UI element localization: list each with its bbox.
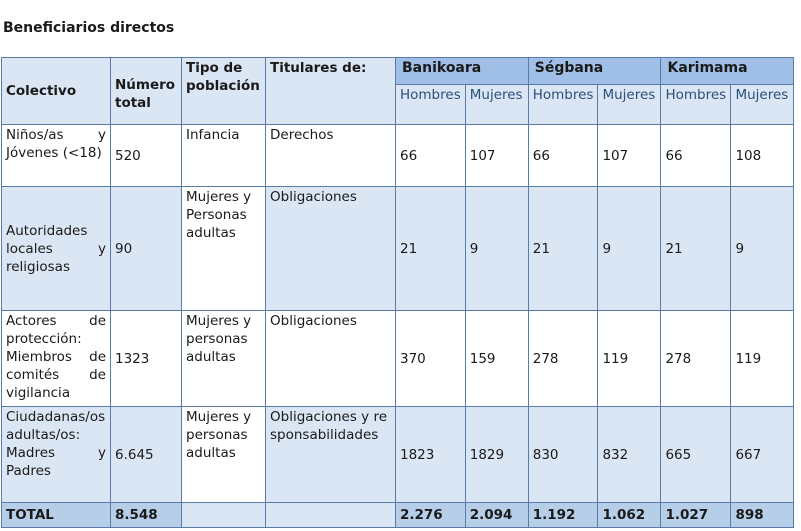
cell-value: 665 — [660, 406, 732, 503]
header-city-banikoara: Banikoara — [395, 57, 529, 85]
header-titulares: Titulares de: — [265, 57, 396, 125]
cell-value: 9 — [730, 186, 795, 311]
page-title: Beneficiarios directos — [3, 20, 175, 36]
total-empty-cell — [181, 502, 266, 528]
cell-value: 21 — [660, 186, 732, 311]
cell-value: 667 — [730, 406, 795, 503]
cell-value: 278 — [660, 310, 732, 407]
header-row-gender: Hombres Mujeres Hombres Mujeres Hombres … — [2, 84, 795, 125]
cell-value: 66 — [660, 124, 732, 187]
cell-value: 119 — [730, 310, 795, 407]
total-label: TOTAL — [1, 502, 111, 528]
cell-value: 66 — [395, 124, 466, 187]
cell-value: 1829 — [464, 406, 529, 503]
cell-titulares: Obligaciones — [265, 186, 396, 311]
header-mujeres: Mujeres — [730, 84, 795, 125]
header-mujeres: Mujeres — [597, 84, 662, 125]
cell-numero: 520 — [110, 124, 182, 187]
cell-value: 107 — [464, 124, 529, 187]
cell-numero: 90 — [110, 186, 182, 311]
cell-value: 108 — [730, 124, 795, 187]
cell-value: 832 — [597, 406, 662, 503]
header-numero-total: Número total — [110, 57, 182, 125]
total-value: 2.276 — [395, 502, 466, 528]
cell-colectivo: Ciudadanas/os adultas/os: Madres y Padre… — [1, 406, 111, 503]
cell-tipo: Infancia — [181, 124, 266, 187]
total-value: 2.094 — [464, 502, 529, 528]
total-value: 1.062 — [597, 502, 662, 528]
header-city-segbana: Ségbana — [527, 57, 662, 85]
cell-value: 119 — [597, 310, 662, 407]
total-value: 898 — [730, 502, 795, 528]
total-numero: 8.548 — [110, 502, 182, 528]
header-city-karimama: Karimama — [660, 57, 795, 85]
cell-titulares: Derechos — [265, 124, 396, 187]
beneficiaries-table: Colectivo Número total Tipo de población… — [1, 57, 795, 528]
cell-colectivo: Niños/as y Jóvenes (<18) — [1, 124, 111, 187]
cell-tipo: Mujeres y personas adultas — [181, 406, 266, 503]
total-empty-cell — [265, 502, 396, 528]
cell-value: 21 — [395, 186, 466, 311]
cell-value: 9 — [464, 186, 529, 311]
cell-value: 1823 — [395, 406, 466, 503]
cell-colectivo: Autoridades locales y religiosas — [1, 186, 111, 311]
cell-numero: 1323 — [110, 310, 182, 407]
cell-value: 107 — [597, 124, 662, 187]
cell-numero: 6.645 — [110, 406, 182, 503]
cell-value: 66 — [527, 124, 599, 187]
cell-titulares: Obligaciones y responsabilidades — [265, 406, 396, 503]
total-value: 1.192 — [527, 502, 599, 528]
total-value: 1.027 — [660, 502, 732, 528]
cell-tipo: Mujeres y Personas adultas — [181, 186, 266, 311]
table-row: Ciudadanas/os adultas/os: Madres y Padre… — [1, 406, 795, 503]
header-hombres: Hombres — [395, 84, 466, 125]
cell-titulares: Obligaciones — [265, 310, 396, 407]
cell-value: 370 — [395, 310, 466, 407]
table-row: Autoridades locales y religiosas 90 Muje… — [1, 186, 795, 311]
header-mujeres: Mujeres — [464, 84, 529, 125]
table-row: Actores de protección: Miembros de comit… — [1, 310, 795, 407]
table-row: Niños/as y Jóvenes (<18) 520 Infancia De… — [1, 124, 795, 187]
header-colectivo: Colectivo — [1, 57, 111, 125]
header-row-cities: Colectivo Número total Tipo de población… — [1, 57, 795, 125]
total-row: TOTAL 8.548 2.276 2.094 1.192 1.062 1.02… — [1, 502, 795, 528]
cell-value: 830 — [527, 406, 599, 503]
header-hombres: Hombres — [527, 84, 599, 125]
header-tipo-poblacion: Tipo de población — [181, 57, 266, 125]
header-hombres: Hombres — [660, 84, 732, 125]
cell-value: 278 — [527, 310, 599, 407]
cell-tipo: Mujeres y personas adultas — [181, 310, 266, 407]
cell-value: 159 — [464, 310, 529, 407]
cell-value: 9 — [597, 186, 662, 311]
cell-value: 21 — [527, 186, 599, 311]
cell-colectivo: Actores de protección: Miembros de comit… — [1, 310, 111, 407]
